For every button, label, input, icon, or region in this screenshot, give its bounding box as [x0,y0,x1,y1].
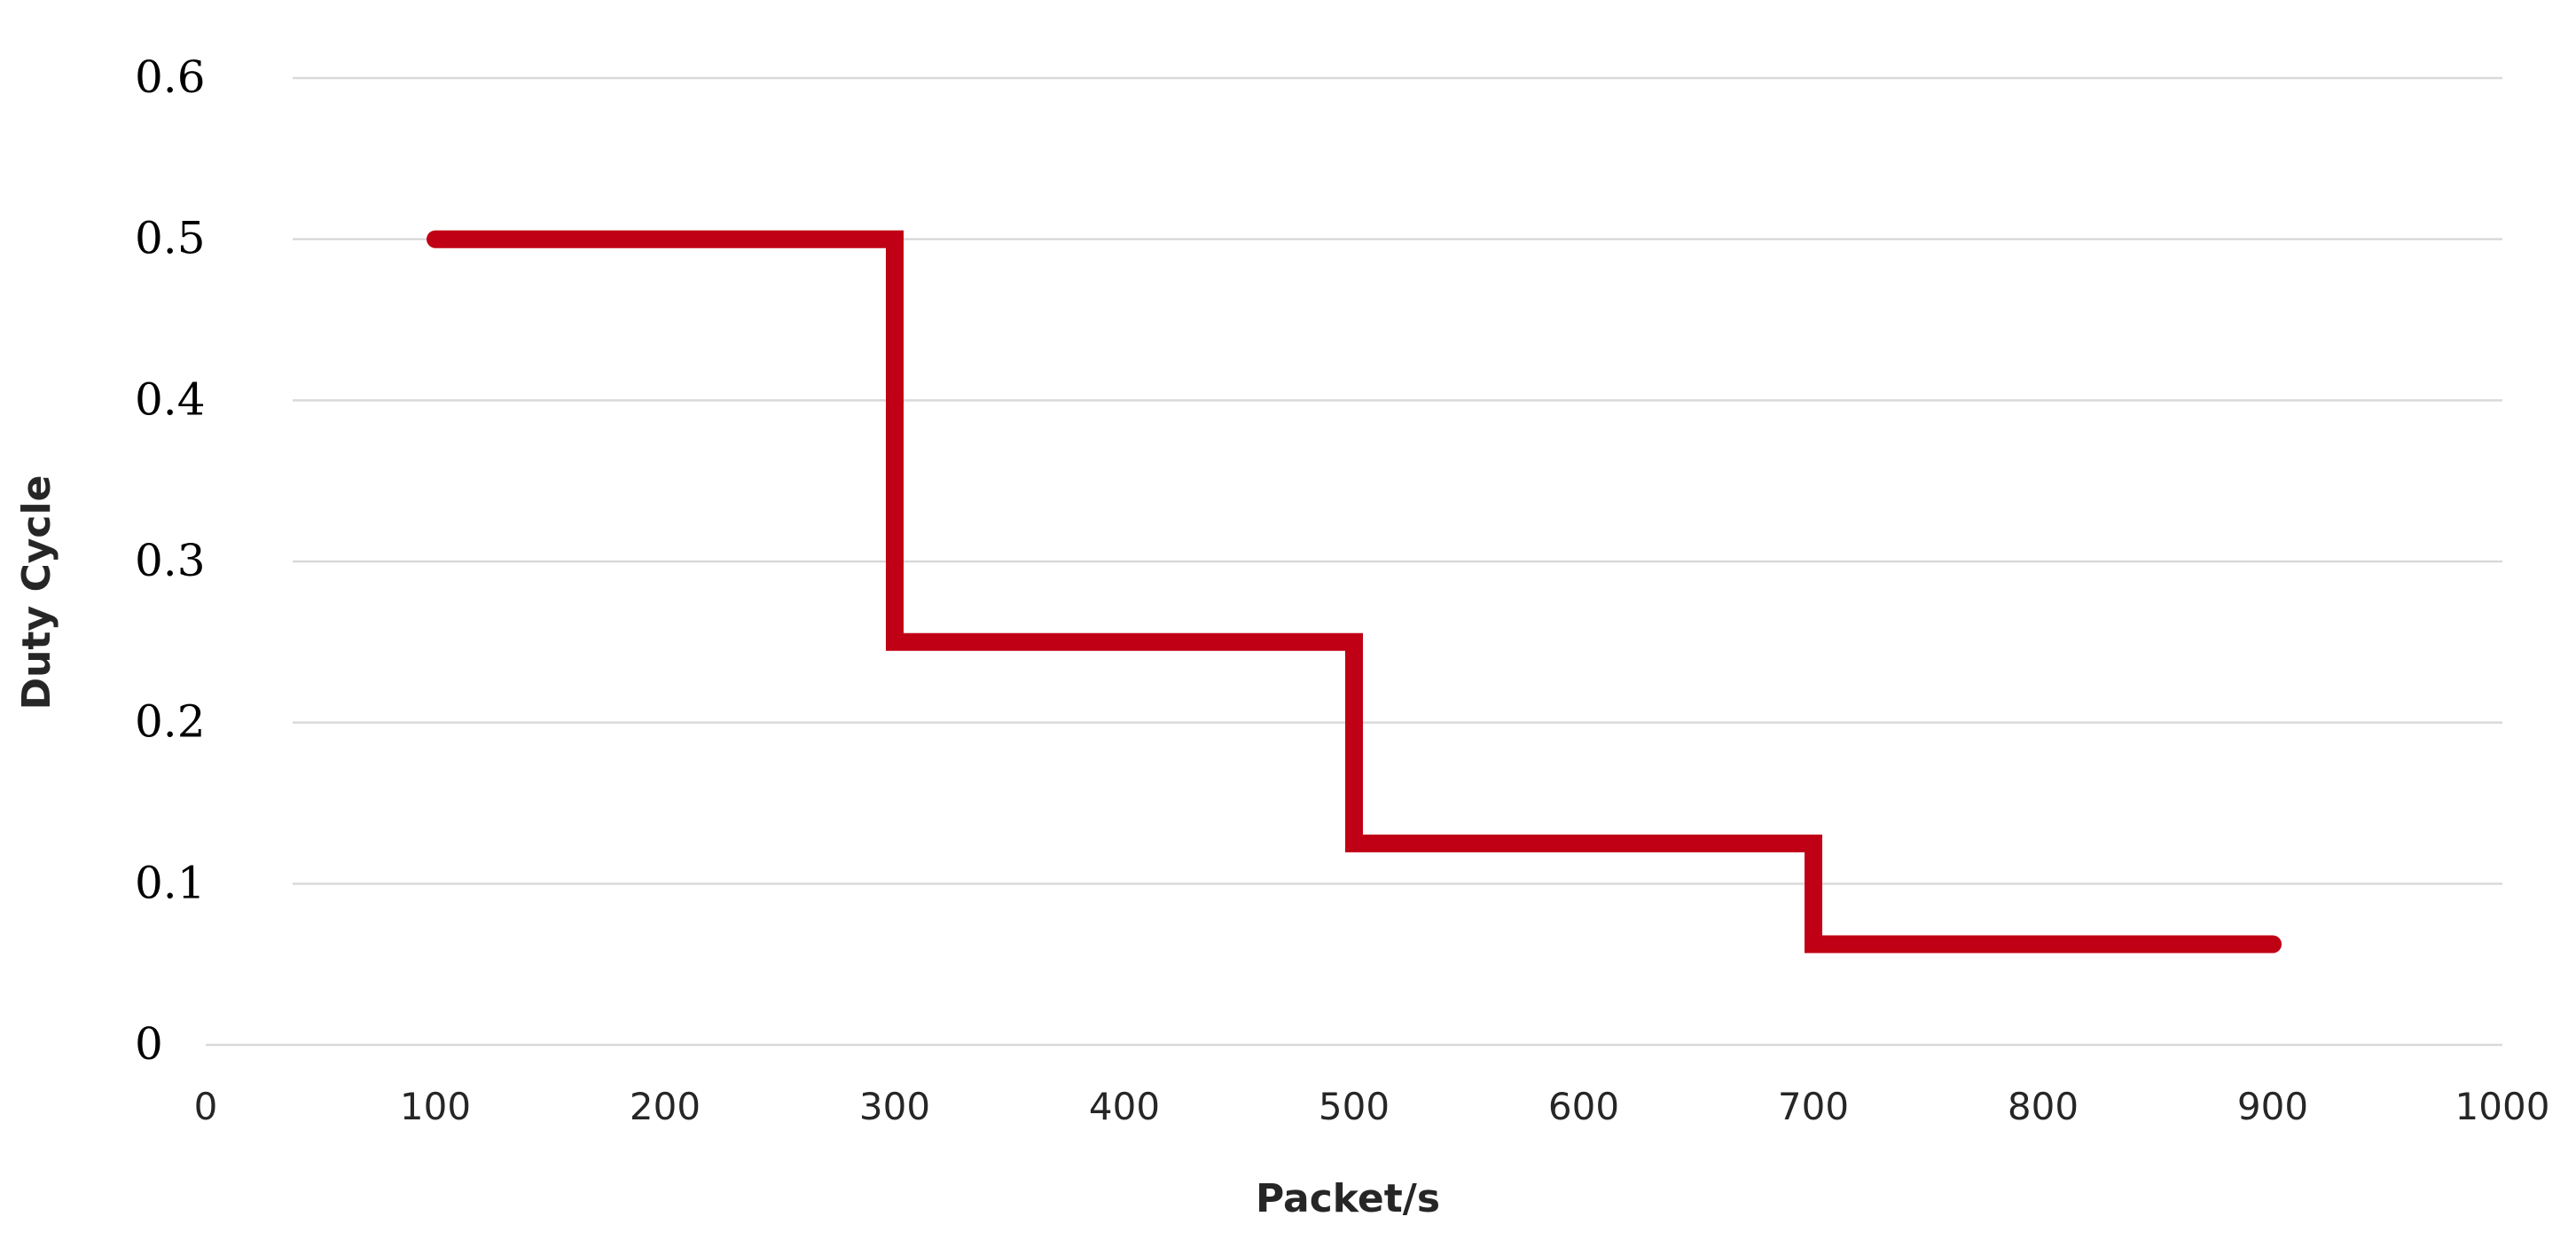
x-tick-label: 600 [1548,1085,1619,1128]
y-tick-label: 0.6 [135,51,206,103]
series-line-0 [427,230,2282,954]
x-tick-label: 0 [194,1085,218,1128]
y-tick-label: 0 [135,1018,163,1070]
x-tick-label: 900 [2237,1085,2308,1128]
series-lines [427,230,2282,954]
y-tick-label: 0.2 [135,696,206,748]
y-tick-label: 0.5 [135,213,206,264]
y-axis-title: Duty Cycle [14,475,59,710]
x-axis-title: Packet/s [1256,1176,1440,1221]
x-tick-label: 1000 [2455,1085,2550,1128]
x-tick-label: 100 [400,1085,471,1128]
y-tick-label: 0.4 [135,373,206,425]
y-tick-label: 0.3 [135,535,206,586]
x-tick-label: 500 [1319,1085,1390,1128]
y-tick-label: 0.1 [135,857,206,908]
x-tick-label: 800 [2008,1085,2079,1128]
x-tick-label: 300 [859,1085,930,1128]
x-tick-label: 700 [1778,1085,1849,1128]
x-axis-ticks: 0 100 200 300 400 500 600 700 800 900 1000 [194,1085,2550,1128]
gridlines [206,76,2502,1047]
x-tick-label: 400 [1089,1085,1160,1128]
y-axis-ticks: 0 0.1 0.2 0.3 0.4 0.5 0.6 [135,51,206,1070]
x-tick-label: 200 [630,1085,701,1128]
